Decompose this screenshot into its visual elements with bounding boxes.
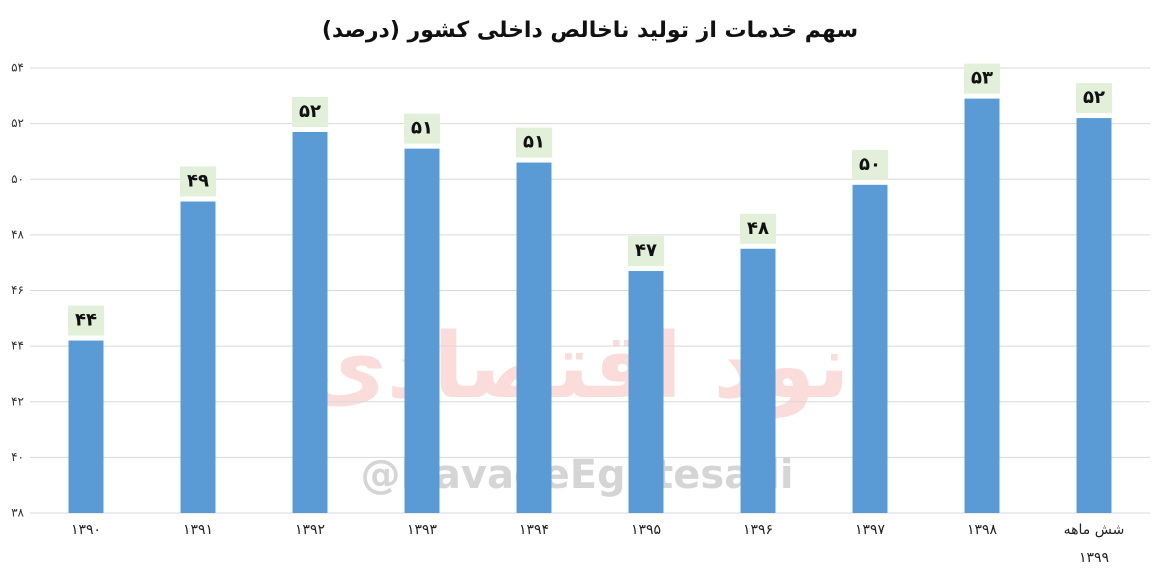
y-tick-label: ۵۲ — [11, 116, 24, 130]
value-label-bg — [852, 149, 888, 180]
x-tick-label: ۱۳۹۳ — [406, 522, 438, 538]
y-tick-label: ۴۶ — [11, 283, 24, 297]
y-tick-label: ۴۰ — [11, 450, 24, 464]
x-tick-label: ۱۳۹۶ — [742, 522, 774, 538]
value-label: ۴۷ — [635, 240, 657, 261]
x-tick-label: ۱۳۹۵ — [630, 522, 662, 538]
bar — [628, 271, 664, 513]
value-label: ۴۸ — [747, 218, 769, 239]
value-label-bg — [292, 96, 328, 127]
value-label: ۵۲ — [1083, 87, 1105, 108]
x-tick-label: ۱۳۹۷ — [854, 522, 886, 538]
value-label-bg — [404, 113, 440, 144]
y-tick-label: ۳۸ — [11, 506, 24, 520]
chart-title: سهم خدمات از تولید ناخالص داخلی کشور (در… — [322, 18, 858, 43]
value-label-bg — [1076, 83, 1112, 114]
bar — [404, 148, 440, 513]
x-tick-label: ۱۳۹۴ — [518, 522, 550, 538]
y-tick-label: ۴۲ — [11, 394, 24, 408]
x-tick-label: ۱۳۹۰ — [70, 522, 102, 538]
x-tick-label: شش ماهه ۱۳۹۹ — [1063, 522, 1125, 566]
bar — [1076, 118, 1112, 513]
value-label: ۵۲ — [299, 101, 321, 122]
bar — [292, 131, 328, 513]
value-label: ۵۰ — [859, 154, 881, 175]
x-tick-label: ۱۳۹۱ — [182, 522, 214, 538]
value-label-bg — [628, 236, 664, 267]
bar — [516, 162, 552, 513]
value-label-bg — [964, 63, 1000, 94]
bar — [964, 98, 1000, 513]
value-label: ۵۱ — [411, 118, 433, 139]
bar — [740, 248, 776, 513]
y-tick-label: ۵۴ — [11, 61, 24, 75]
y-tick-label: ۴۴ — [11, 339, 24, 353]
value-label-bg — [740, 213, 776, 244]
value-label-bg — [68, 305, 104, 336]
value-label: ۵۳ — [971, 68, 993, 89]
x-tick-label: ۱۳۹۲ — [294, 522, 326, 538]
y-tick-label: ۵۰ — [11, 172, 24, 186]
value-label: ۴۴ — [75, 310, 97, 331]
value-label-bg — [516, 127, 552, 158]
value-label: ۵۱ — [523, 132, 545, 153]
bar — [68, 340, 104, 513]
bar — [180, 201, 216, 513]
y-tick-label: ۴۸ — [11, 227, 24, 241]
x-tick-label: ۱۳۹۸ — [966, 522, 998, 538]
value-label: ۴۹ — [187, 171, 209, 192]
bar — [852, 184, 888, 513]
value-label-bg — [180, 166, 216, 197]
